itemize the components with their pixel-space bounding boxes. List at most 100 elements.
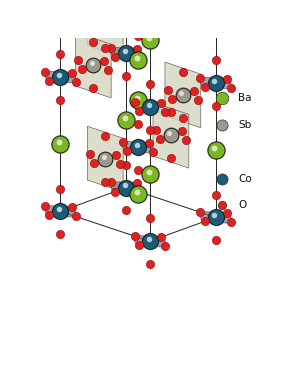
- Point: [180, 92, 185, 98]
- Point: [148, 37, 152, 43]
- Point: [148, 238, 152, 244]
- Point: [213, 13, 218, 19]
- Point: [91, 62, 96, 68]
- Point: [124, 162, 128, 168]
- Point: [91, 85, 96, 91]
- Point: [47, 78, 52, 84]
- Point: [58, 186, 63, 192]
- Point: [73, 213, 78, 219]
- Point: [58, 97, 63, 103]
- Point: [118, 27, 123, 33]
- Point: [198, 209, 203, 215]
- Point: [229, 219, 233, 225]
- Point: [146, 102, 151, 108]
- Polygon shape: [108, 47, 144, 59]
- Point: [136, 33, 140, 39]
- Point: [136, 167, 140, 173]
- Point: [92, 160, 96, 166]
- Point: [58, 74, 63, 80]
- Point: [103, 45, 108, 51]
- Point: [169, 155, 173, 161]
- Point: [169, 0, 173, 4]
- Point: [88, 151, 92, 157]
- Point: [124, 148, 129, 154]
- Point: [88, 16, 92, 22]
- Point: [146, 169, 151, 175]
- Point: [213, 57, 218, 63]
- Point: [169, 155, 173, 161]
- Point: [120, 5, 125, 11]
- Point: [43, 69, 48, 75]
- Point: [58, 74, 63, 80]
- Text: Co: Co: [238, 174, 252, 183]
- Point: [198, 75, 203, 81]
- Point: [148, 37, 152, 43]
- Point: [213, 147, 218, 153]
- Point: [180, 92, 185, 98]
- Point: [159, 234, 164, 240]
- Point: [92, 160, 96, 166]
- Point: [213, 214, 218, 220]
- Point: [43, 69, 48, 75]
- Point: [136, 242, 141, 248]
- Point: [135, 180, 140, 186]
- Point: [147, 6, 152, 12]
- Point: [106, 67, 111, 73]
- Polygon shape: [153, 102, 189, 168]
- Point: [153, 127, 158, 133]
- Point: [124, 184, 128, 190]
- Point: [202, 218, 207, 224]
- Point: [91, 85, 96, 91]
- Point: [148, 215, 152, 221]
- Point: [124, 184, 128, 190]
- Point: [124, 14, 129, 20]
- Point: [157, 2, 162, 8]
- Point: [124, 207, 128, 213]
- Point: [213, 147, 218, 153]
- Point: [136, 144, 140, 150]
- Point: [88, 16, 92, 22]
- Point: [213, 237, 218, 243]
- Point: [101, 20, 106, 26]
- Point: [163, 109, 168, 115]
- Point: [124, 162, 128, 168]
- Point: [43, 203, 48, 209]
- Point: [157, 136, 162, 142]
- Point: [167, 0, 172, 2]
- Point: [213, 57, 218, 63]
- Point: [114, 152, 119, 158]
- Point: [213, 192, 218, 198]
- Polygon shape: [153, 0, 189, 34]
- Point: [112, 189, 117, 195]
- Point: [229, 85, 233, 91]
- Point: [146, 34, 151, 40]
- Point: [124, 50, 128, 56]
- Point: [213, 103, 218, 109]
- Point: [134, 189, 139, 195]
- Point: [80, 66, 85, 72]
- Point: [159, 100, 164, 106]
- Point: [148, 215, 152, 221]
- Point: [212, 212, 217, 218]
- Point: [47, 213, 52, 219]
- Point: [136, 10, 140, 16]
- Point: [124, 73, 128, 79]
- Point: [91, 39, 96, 45]
- Point: [103, 156, 108, 162]
- Point: [213, 80, 218, 86]
- Point: [169, 110, 173, 116]
- Point: [124, 14, 129, 20]
- Point: [146, 236, 151, 242]
- Point: [179, 90, 184, 96]
- Point: [118, 161, 123, 167]
- Text: Sb: Sb: [238, 120, 251, 130]
- Point: [103, 179, 108, 185]
- Point: [151, 149, 156, 155]
- Point: [169, 132, 173, 138]
- Point: [124, 117, 128, 123]
- Point: [163, 243, 168, 249]
- Point: [163, 109, 168, 115]
- Point: [219, 95, 224, 101]
- Point: [180, 115, 185, 121]
- Point: [169, 0, 173, 4]
